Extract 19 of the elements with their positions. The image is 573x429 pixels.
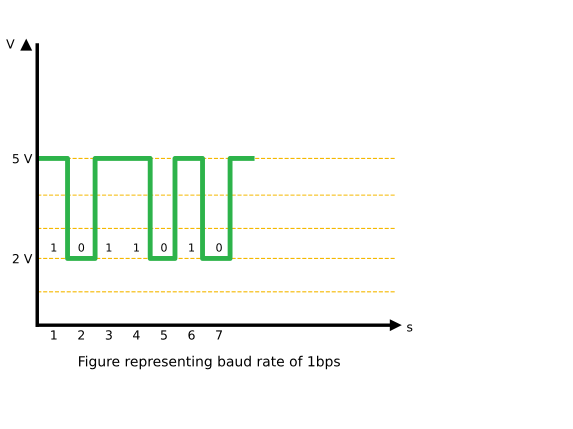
y-axis-title: V — [6, 39, 15, 48]
y-tick-label: 5 V — [12, 154, 32, 164]
annotation: 0 — [216, 243, 222, 252]
text: Figure representing baud rate of 1bps — [79, 356, 340, 370]
annotation: 1 — [134, 243, 139, 252]
y-tick-label: 2 V — [12, 254, 32, 264]
annotation: 1 — [106, 243, 112, 252]
annotation: 0 — [78, 243, 84, 252]
x-axis-title: s — [407, 324, 412, 332]
x-tick-label: 7 — [216, 330, 222, 340]
x-tick-label: 3 — [106, 330, 112, 340]
x-tick-label: 4 — [133, 330, 140, 340]
annotation: 0 — [161, 243, 167, 252]
annotation: 1 — [189, 243, 194, 252]
x-tick-label: 5 — [160, 330, 167, 340]
annotation: 1 — [51, 243, 56, 252]
x-tick-label: 6 — [188, 330, 195, 340]
x-tick-label: 1 — [51, 330, 57, 340]
x-tick-label: 2 — [78, 330, 84, 340]
